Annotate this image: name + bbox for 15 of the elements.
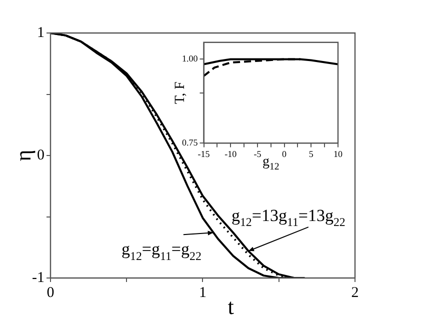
x-tick-label: 0	[282, 148, 288, 159]
x-tick-label: 0	[46, 284, 54, 301]
y-tick-label: -1	[32, 270, 44, 286]
y-axis-title: T, F	[172, 81, 188, 104]
y-axis-title: η	[10, 150, 36, 162]
x-tick-label: 2	[351, 284, 359, 301]
x-tick-label: 10	[334, 148, 343, 159]
x-axis-title: t	[228, 294, 234, 319]
x-tick-label: -15	[198, 148, 210, 159]
y-tick-label: 0.75	[182, 138, 198, 148]
y-tick-label: 1.00	[182, 54, 198, 64]
y-tick-label: 1	[36, 24, 44, 41]
x-tick-label: -5	[254, 148, 262, 159]
x-tick-label: 5	[308, 148, 314, 159]
x-tick-label: -10	[224, 148, 238, 159]
